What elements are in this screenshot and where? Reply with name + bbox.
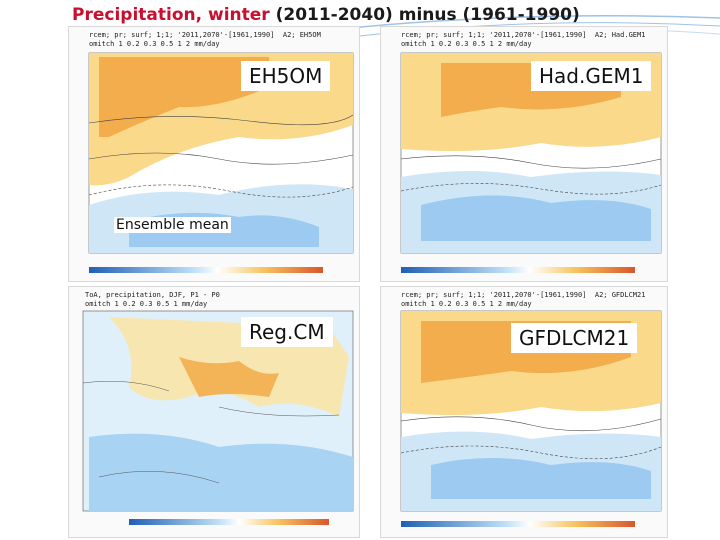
map-caption: rcem; pr; surf; 1;1; '2011,2070'-[1961,1… — [89, 31, 321, 48]
map-panel-regcm: ToA, precipitation, DJF, P1 - P0 omitch … — [68, 286, 360, 538]
model-label: GFDLCM21 — [511, 323, 638, 353]
title-rest: (2011-2040) minus (1961-1990) — [269, 5, 580, 25]
model-label: Reg.CM — [241, 317, 333, 347]
map-panel-eh5om: rcem; pr; surf; 1;1; '2011,2070'-[1961,1… — [68, 26, 360, 282]
title-highlight: Precipitation, winter — [72, 5, 270, 25]
map-caption: rcem; pr; surf; 1;1; '2011,2070'-[1961,1… — [401, 31, 646, 48]
page-title: Precipitation, winter (2011-2040) minus … — [72, 5, 580, 25]
model-label: EH5OM — [241, 61, 331, 91]
model-label: Had.GEM1 — [531, 61, 652, 91]
map-caption: ToA, precipitation, DJF, P1 - P0 omitch … — [85, 291, 220, 308]
map-caption: rcem; pr; surf; 1;1; '2011,2070'-[1961,1… — [401, 291, 646, 308]
ensemble-mean-label: Ensemble mean — [114, 217, 231, 233]
map-panel-hadgem1: rcem; pr; surf; 1;1; '2011,2070'-[1961,1… — [380, 26, 668, 282]
map-panel-gfdlcm21: rcem; pr; surf; 1;1; '2011,2070'-[1961,1… — [380, 286, 668, 538]
